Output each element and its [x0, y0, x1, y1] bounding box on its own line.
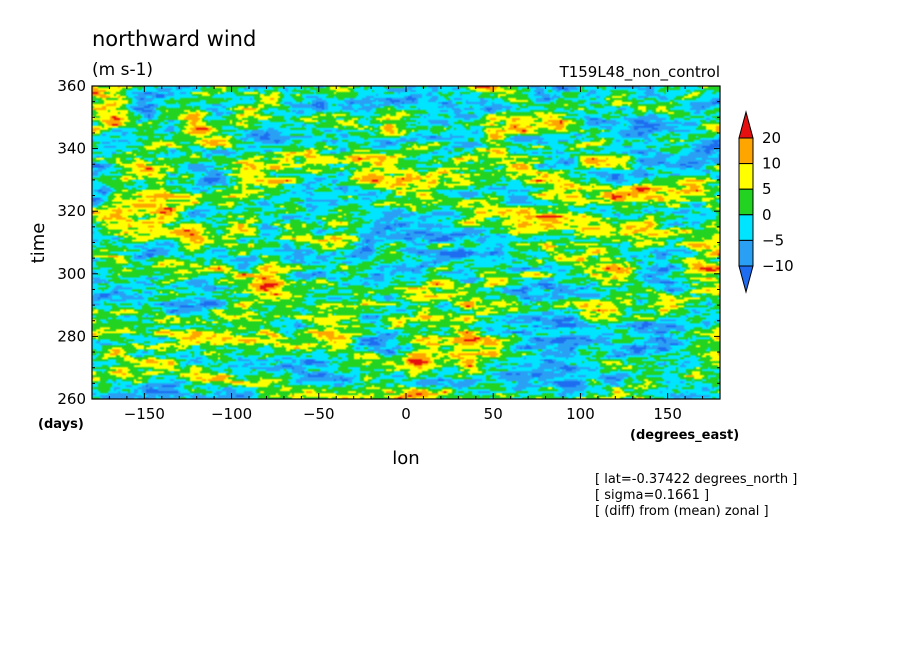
colorbar-segment: [738, 239, 754, 267]
colorbar-segment: [738, 137, 754, 165]
colorbar-tick-label: 5: [762, 180, 772, 198]
x-tick-label: 150: [653, 405, 682, 423]
x-tick-label: −150: [124, 405, 165, 423]
y-tick-label: 360: [57, 77, 86, 95]
x-axis: −150 −100 −50 0 50 100 150: [108, 86, 704, 423]
plot-area: [91, 85, 721, 400]
y-tick-label: 320: [57, 202, 86, 220]
y-tick-label: 280: [57, 327, 86, 345]
x-axis-label: lon: [392, 448, 419, 469]
colorbar-tick-label: −10: [762, 257, 794, 275]
y-axis-label: time: [28, 223, 49, 264]
y-tick-label: 260: [57, 390, 86, 408]
chart-units: (m s-1): [92, 60, 153, 80]
x-tick-label: 100: [566, 405, 595, 423]
y-tick-label: 340: [57, 140, 86, 158]
colorbar-tick-label: 10: [762, 155, 781, 173]
annotations: [ lat=-0.37422 degrees_north ] [ sigma=0…: [595, 472, 797, 519]
colorbar-segment: [738, 163, 754, 190]
y-axis: 260 280 300 320 340 360: [57, 77, 720, 408]
colorbar-tick-label: 20: [762, 129, 781, 147]
colorbar-segment: [738, 188, 754, 216]
y-tick-label: 300: [57, 265, 86, 283]
colorbar: 20 10 5 0 −5 −10: [738, 110, 794, 294]
annotation-diff: [ (diff) from (mean) zonal ]: [595, 504, 769, 519]
annotation-lat: [ lat=-0.37422 degrees_north ]: [595, 472, 797, 487]
colorbar-tick-label: 0: [762, 206, 772, 224]
x-tick-label: −100: [211, 405, 252, 423]
colorbar-segment: [738, 214, 754, 241]
heatmap-field: [92, 86, 720, 399]
colorbar-tick-label: −5: [762, 231, 784, 249]
x-axis-units: (degrees_east): [630, 428, 739, 443]
colorbar-extend-min: [738, 265, 754, 294]
y-axis-units: (days): [38, 417, 84, 432]
x-tick-label: −50: [303, 405, 335, 423]
annotation-sigma: [ sigma=0.1661 ]: [595, 488, 709, 503]
x-tick-label: 0: [401, 405, 411, 423]
chart-title: northward wind: [92, 27, 256, 51]
run-label: T159L48_non_control: [559, 63, 720, 82]
x-tick-label: 50: [484, 405, 503, 423]
colorbar-extend-max: [738, 110, 754, 139]
